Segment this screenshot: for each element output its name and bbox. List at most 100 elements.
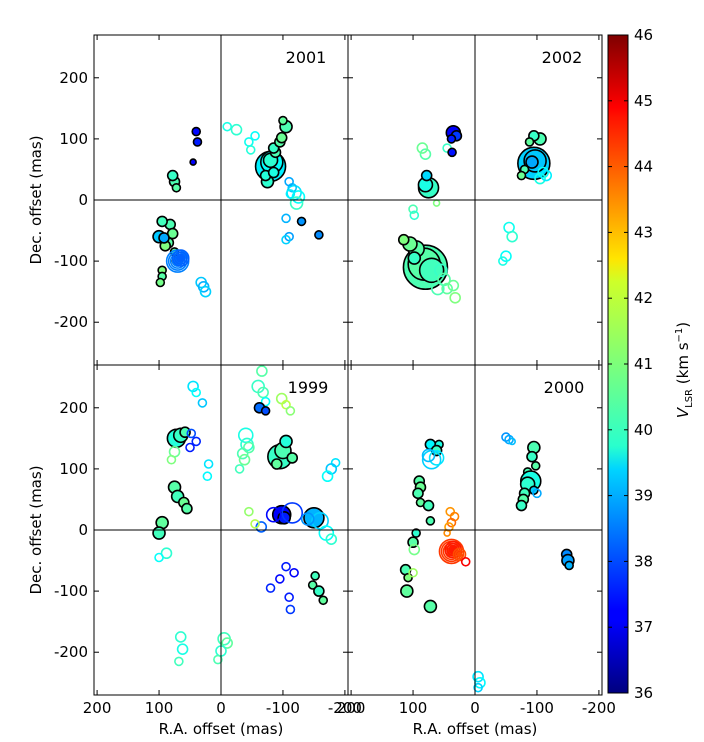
maser-spot (400, 584, 414, 598)
maser-spot (243, 441, 255, 454)
y-tick-label: 100 (59, 130, 88, 148)
maser-spot (286, 452, 299, 464)
x-tick-label: -200 (582, 699, 616, 717)
maser-spot (422, 499, 435, 512)
maser-spot (516, 170, 527, 181)
maser-spot (284, 231, 294, 242)
maser-spot (192, 137, 203, 147)
maser-spot (245, 145, 256, 155)
maser-spot (202, 471, 213, 482)
maser-spot (418, 257, 445, 284)
maser-spot (420, 169, 433, 182)
maser-spot (307, 580, 318, 590)
maser-spot (152, 526, 166, 540)
maser-spot (498, 256, 508, 266)
maser-spot-ring (454, 549, 465, 560)
panel-title-2000: 2000 (544, 378, 585, 397)
maser-spot (256, 365, 268, 377)
maser-spot (397, 233, 410, 246)
maser-spot (281, 234, 291, 245)
panel-1999-points (152, 365, 341, 667)
maser-spot (432, 199, 441, 207)
maser-spot (191, 436, 202, 447)
maser-spot (222, 121, 232, 132)
maser-spot (403, 572, 413, 583)
maser-spot (270, 458, 283, 470)
x-tick-label: -100 (266, 699, 300, 717)
maser-spot (166, 454, 177, 465)
maser-spot (525, 155, 539, 169)
maser-spot (284, 176, 294, 187)
maser-spot (260, 406, 271, 416)
maser-spot (300, 512, 315, 526)
maser-spot (203, 459, 214, 469)
maser-spot-ring (173, 251, 188, 265)
colorbar-tick-label: 41 (634, 355, 653, 373)
maser-spot (234, 464, 245, 474)
maser-spot (445, 506, 456, 517)
maser-spot (515, 499, 528, 512)
y-tick-label: 200 (59, 399, 88, 417)
colorbar-label-main: V (674, 406, 692, 418)
maser-spot (526, 450, 538, 463)
maser-spot (281, 399, 291, 410)
maser-spot (530, 461, 541, 471)
x-tick-label: 200 (83, 699, 112, 717)
maser-spot (285, 406, 296, 416)
maser-spot (537, 166, 549, 179)
maser-spot (275, 131, 288, 144)
y-tick-label: -200 (54, 643, 88, 661)
maser-spot (230, 123, 243, 136)
maser-spot (186, 428, 197, 439)
maser-spot (237, 427, 254, 444)
maser-spot (474, 676, 486, 689)
x-tick-label: 0 (470, 699, 480, 717)
x-tick-label: -200 (328, 699, 362, 717)
maser-spot (257, 386, 269, 399)
maser-spot (446, 134, 457, 144)
maser-spot (185, 442, 195, 453)
colorbar-tick-label: 45 (634, 92, 653, 110)
maser-spot (166, 169, 179, 182)
maser-spot (255, 521, 268, 533)
y-tick-label: -200 (54, 313, 88, 331)
maser-spot (236, 447, 249, 460)
colorbar-label-exp: −1 (674, 328, 685, 343)
maser-spot (285, 189, 296, 199)
maser-spot (189, 158, 197, 166)
maser-spot (238, 453, 251, 466)
maser-spot (197, 280, 210, 293)
colorbar-ticks: 36 37 38 39 40 41 42 43 44 45 46 (608, 26, 653, 702)
maser-spot (318, 595, 329, 606)
maser-spot (154, 552, 164, 563)
colorbar-tick-label: 46 (634, 26, 653, 44)
maser-spot (409, 210, 420, 221)
maser-spot (524, 137, 535, 147)
maser-spot-ring (452, 547, 467, 562)
panel-title-1999: 1999 (288, 378, 329, 397)
maser-spot (265, 583, 276, 593)
maser-spot (314, 230, 324, 240)
panel-title-2001: 2001 (286, 48, 327, 67)
colorbar-tick-label: 42 (634, 289, 653, 307)
maser-spot (423, 599, 438, 614)
y-tick-label: -100 (54, 582, 88, 600)
maser-spot (279, 434, 293, 449)
maser-spot (564, 560, 574, 571)
maser-spot (310, 571, 320, 581)
maser-spot (281, 213, 291, 224)
maser-spot (284, 592, 294, 603)
maser-spot (289, 196, 304, 210)
panel-2002-points (397, 124, 553, 304)
colorbar-tick-label: 39 (634, 487, 653, 505)
colorbar-tick-label: 38 (634, 552, 653, 570)
colorbar-tick-label: 40 (634, 421, 653, 439)
maser-spot (278, 115, 288, 126)
maser-spot (197, 398, 208, 408)
maser-spot (421, 448, 436, 463)
maser-spot (213, 654, 223, 665)
maser-spot (434, 263, 448, 278)
maser-spot (171, 182, 182, 193)
x-tick-label: -100 (520, 699, 554, 717)
